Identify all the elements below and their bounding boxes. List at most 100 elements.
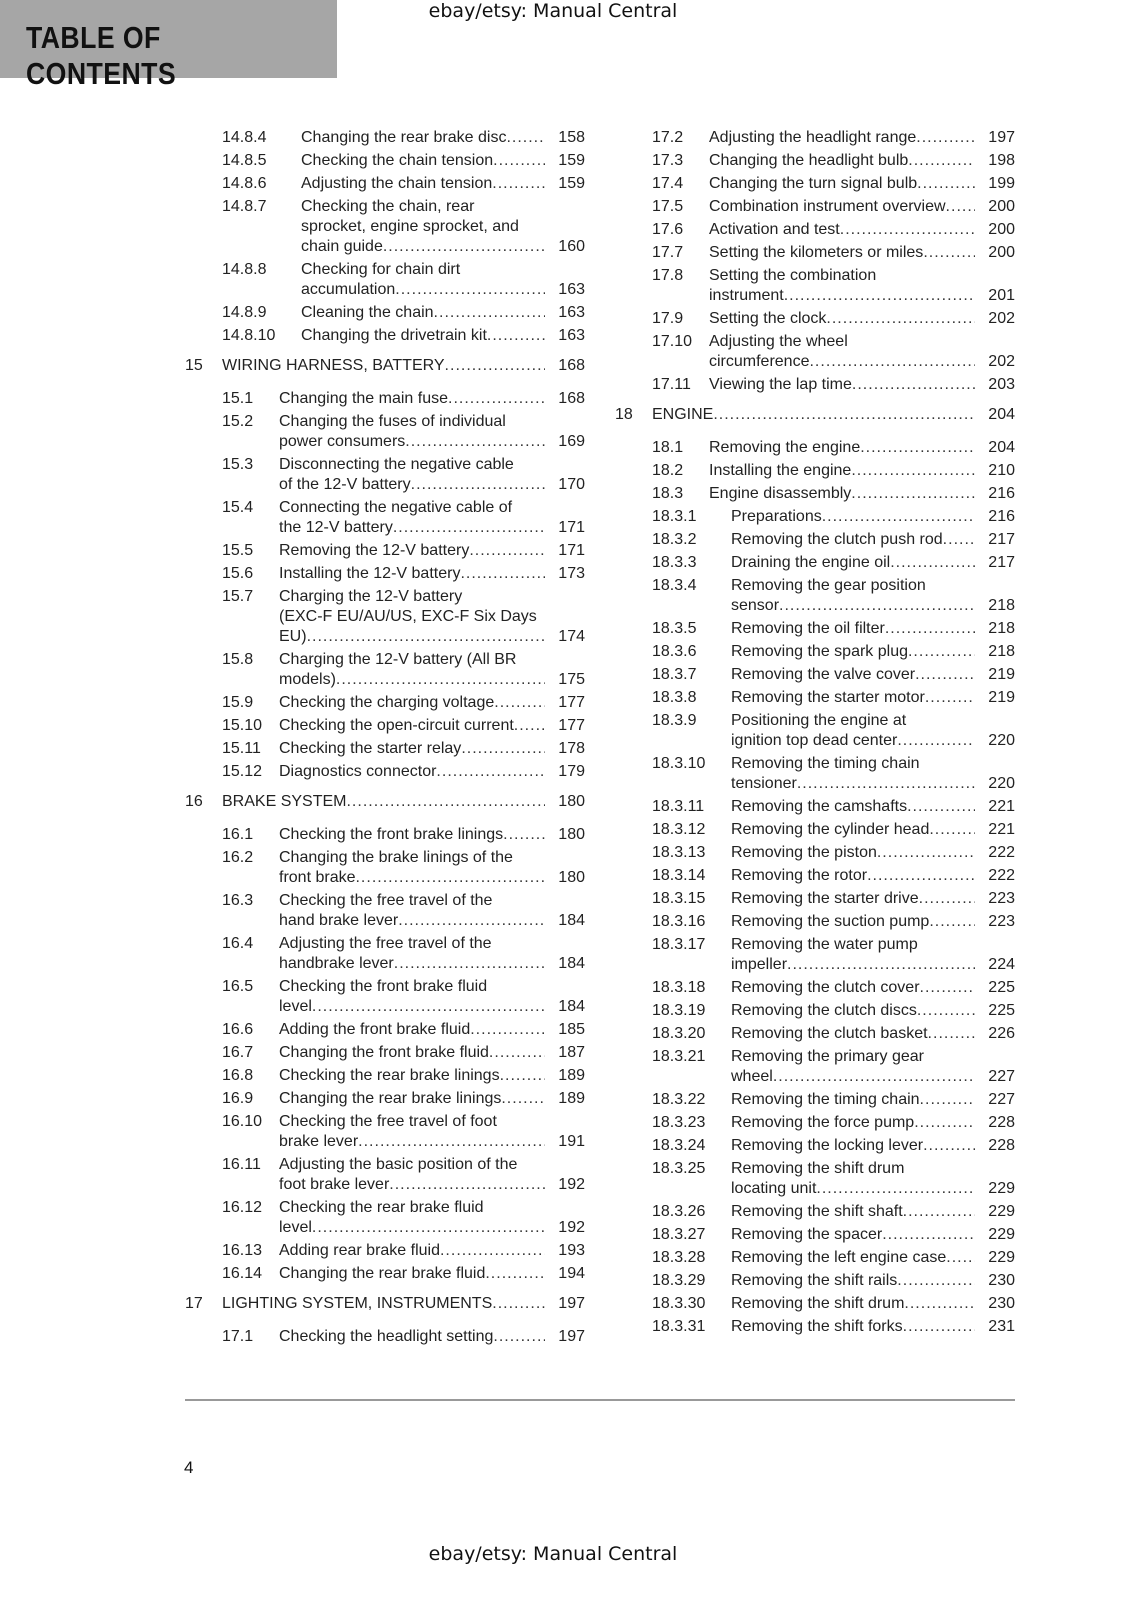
toc-entry[interactable]: 18.3.17 Removing the water pump impeller..… — [652, 935, 1015, 975]
toc-entry[interactable]: 16.8 Checking the rear brake linings.....… — [222, 1066, 585, 1086]
toc-entry[interactable]: 18.3.24 Removing the locking lever.......… — [652, 1136, 1015, 1156]
toc-entry[interactable]: 15.10 Checking the open-circuit current..… — [222, 716, 585, 736]
toc-entry[interactable]: 18.3.1 Preparations......................… — [652, 507, 1015, 527]
dot-leader: ........................................… — [890, 554, 975, 571]
entry-number: 18.3.17 — [652, 936, 706, 953]
entry-number: 14.8.6 — [222, 175, 267, 192]
toc-entry[interactable]: 17.2 Adjusting the headlight range.......… — [652, 128, 1015, 148]
toc-entry[interactable]: 16.3 Checking the free travel of the hand … — [222, 891, 585, 931]
toc-entry[interactable]: 16.4 Adjusting the free travel of the hand… — [222, 934, 585, 974]
watermark-top: ebay/etsy: Manual Central — [428, 0, 678, 22]
toc-entry[interactable]: 15.9 Checking the charging voltage.......… — [222, 693, 585, 713]
toc-entry[interactable]: 18.3.29 Removing the shift rails.........… — [652, 1271, 1015, 1291]
toc-entry[interactable]: 17.8 Setting the combination instrument...… — [652, 266, 1015, 306]
toc-entry[interactable]: 18.3.13 Removing the piston..............… — [652, 843, 1015, 863]
toc-chapter[interactable]: 16 BRAKE SYSTEM..........................… — [185, 792, 585, 812]
toc-entry[interactable]: 14.8.5 Checking the chain tension........… — [222, 151, 585, 171]
entry-page: 177 — [558, 694, 585, 711]
toc-entry[interactable]: 15.2 Changing the fuses of individual powe… — [222, 412, 585, 452]
toc-entry[interactable]: 18.3.31 Removing the shift forks.........… — [652, 1317, 1015, 1337]
toc-entry[interactable]: 14.8.9 Cleaning the chain................… — [222, 303, 585, 323]
entry-title-line: Checking the free travel of foot — [279, 1113, 497, 1130]
toc-entry[interactable]: 16.14 Changing the rear brake fluid......… — [222, 1264, 585, 1284]
toc-entry[interactable]: 16.1 Checking the front brake linings....… — [222, 825, 585, 845]
toc-entry[interactable]: 16.10 Checking the free travel of foot bra… — [222, 1112, 585, 1152]
toc-entry[interactable]: 18.3.25 Removing the shift drum locating u… — [652, 1159, 1015, 1199]
toc-entry[interactable]: 17.3 Changing the headlight bulb.........… — [652, 151, 1015, 171]
toc-entry[interactable]: 18.3.12 Removing the cylinder head.......… — [652, 820, 1015, 840]
toc-entry[interactable]: 15.6 Installing the 12-V battery.........… — [222, 564, 585, 584]
toc-entry[interactable]: 18.3.4 Removing the gear position sensor..… — [652, 576, 1015, 616]
toc-entry[interactable]: 17.1 Checking the headlight setting......… — [222, 1327, 585, 1347]
toc-entry[interactable]: 18.3.9 Positioning the engine at ignition … — [652, 711, 1015, 751]
entry-number: 16.4 — [222, 935, 254, 952]
toc-entry[interactable]: 18.3.16 Removing the suction pump........… — [652, 912, 1015, 932]
toc-entry[interactable]: 18.3.6 Removing the spark plug...........… — [652, 642, 1015, 662]
entry-title: Checking the free travel of foot brake le… — [279, 1112, 585, 1152]
entry-title-line: Removing the timing chain — [731, 755, 920, 772]
toc-entry[interactable]: 18.3.5 Removing the oil filter...........… — [652, 619, 1015, 639]
toc-entry[interactable]: 18.3.21 Removing the primary gear wheel...… — [652, 1047, 1015, 1087]
toc-entry[interactable]: 17.7 Setting the kilometers or miles.....… — [652, 243, 1015, 263]
toc-entry[interactable]: 14.8.10 Changing the drivetrain kit......… — [222, 326, 585, 346]
toc-entry[interactable]: 16.6 Adding the front brake fluid........… — [222, 1020, 585, 1040]
toc-entry[interactable]: 18.3.10 Removing the timing chain tensione… — [652, 754, 1015, 794]
toc-entry[interactable]: 14.8.7 Checking the chain, rear sprocket, … — [222, 197, 585, 257]
toc-entry[interactable]: 17.5 Combination instrument overview.....… — [652, 197, 1015, 217]
toc-entry[interactable]: 16.7 Changing the front brake fluid......… — [222, 1043, 585, 1063]
entry-title-line: BRAKE SYSTEM............................… — [222, 792, 585, 812]
toc-entry[interactable]: 18.1 Removing the engine.................… — [652, 438, 1015, 458]
entry-page: 218 — [988, 620, 1015, 637]
toc-entry[interactable]: 18.3.19 Removing the clutch discs........… — [652, 1001, 1015, 1021]
toc-entry[interactable]: 18.3.8 Removing the starter motor........… — [652, 688, 1015, 708]
toc-entry[interactable]: 16.9 Changing the rear brake linings.....… — [222, 1089, 585, 1109]
dot-leader: ........................................… — [816, 1180, 975, 1197]
toc-entry[interactable]: 18.3.14 Removing the rotor...............… — [652, 866, 1015, 886]
toc-entry[interactable]: 18.3.22 Removing the timing chain........… — [652, 1090, 1015, 1110]
toc-entry[interactable]: 15.1 Changing the main fuse..............… — [222, 389, 585, 409]
entry-title-text: Changing the rear brake fluid — [279, 1265, 486, 1282]
toc-entry[interactable]: 18.3.28 Removing the left engine case....… — [652, 1248, 1015, 1268]
toc-entry[interactable]: 18.3 Engine disassembly..................… — [652, 484, 1015, 504]
toc-entry[interactable]: 17.10 Adjusting the wheel circumference...… — [652, 332, 1015, 372]
toc-entry[interactable]: 17.11 Viewing the lap time...............… — [652, 375, 1015, 395]
toc-entry[interactable]: 18.2 Installing the engine...............… — [652, 461, 1015, 481]
toc-entry[interactable]: 18.3.7 Removing the valve cover..........… — [652, 665, 1015, 685]
toc-entry[interactable]: 14.8.8 Checking for chain dirt accumulatio… — [222, 260, 585, 300]
entry-title: Removing the clutch cover...............… — [731, 978, 1015, 998]
toc-entry[interactable]: 18.3.18 Removing the clutch cover........… — [652, 978, 1015, 998]
toc-entry[interactable]: 14.8.6 Adjusting the chain tension.......… — [222, 174, 585, 194]
toc-entry[interactable]: 15.3 Disconnecting the negative cable of t… — [222, 455, 585, 495]
toc-entry[interactable]: 18.3.26 Removing the shift shaft.........… — [652, 1202, 1015, 1222]
toc-entry[interactable]: 14.8.4 Changing the rear brake disc......… — [222, 128, 585, 148]
toc-entry[interactable]: 15.11 Checking the starter relay.........… — [222, 739, 585, 759]
toc-entry[interactable]: 17.4 Changing the turn signal bulb.......… — [652, 174, 1015, 194]
toc-entry[interactable]: 16.13 Adding rear brake fluid............… — [222, 1241, 585, 1261]
toc-entry[interactable]: 15.7 Charging the 12-V battery (EXC-F EU/A… — [222, 587, 585, 647]
toc-entry[interactable]: 18.3.3 Draining the engine oil...........… — [652, 553, 1015, 573]
toc-entry[interactable]: 15.5 Removing the 12-V battery...........… — [222, 541, 585, 561]
toc-entry[interactable]: 18.3.27 Removing the spacer..............… — [652, 1225, 1015, 1245]
entry-page: 204 — [988, 439, 1015, 456]
toc-chapter[interactable]: 18 ENGINE................................… — [615, 405, 1015, 425]
toc-entry[interactable]: 16.11 Adjusting the basic position of the… — [222, 1155, 585, 1195]
entry-page: 224 — [988, 956, 1015, 973]
toc-entry[interactable]: 15.12 Diagnostics connector..............… — [222, 762, 585, 782]
toc-entry[interactable]: 18.3.2 Removing the clutch push rod......… — [652, 530, 1015, 550]
toc-entry[interactable]: 16.2 Changing the brake linings of the fro… — [222, 848, 585, 888]
toc-entry[interactable]: 18.3.15 Removing the starter drive.......… — [652, 889, 1015, 909]
toc-entry[interactable]: 18.3.30 Removing the shift drum..........… — [652, 1294, 1015, 1314]
toc-entry[interactable]: 18.3.11 Removing the camshafts...........… — [652, 797, 1015, 817]
entry-page: 225 — [988, 1002, 1015, 1019]
toc-entry[interactable]: 16.12 Checking the rear brake fluid level.… — [222, 1198, 585, 1238]
toc-entry[interactable]: 15.4 Connecting the negative cable of the … — [222, 498, 585, 538]
toc-chapter[interactable]: 15 WIRING HARNESS, BATTERY...............… — [185, 356, 585, 376]
toc-entry[interactable]: 17.9 Setting the clock...................… — [652, 309, 1015, 329]
entry-title: Disconnecting the negative cable of the 1… — [279, 455, 585, 495]
toc-entry[interactable]: 17.6 Activation and test.................… — [652, 220, 1015, 240]
toc-chapter[interactable]: 17 LIGHTING SYSTEM, INSTRUMENTS..........… — [185, 1294, 585, 1314]
toc-entry[interactable]: 18.3.23 Removing the force pump..........… — [652, 1113, 1015, 1133]
toc-entry[interactable]: 18.3.20 Removing the clutch basket.......… — [652, 1024, 1015, 1044]
toc-entry[interactable]: 16.5 Checking the front brake fluid level.… — [222, 977, 585, 1017]
toc-entry[interactable]: 15.8 Charging the 12-V battery (All BR mod… — [222, 650, 585, 690]
